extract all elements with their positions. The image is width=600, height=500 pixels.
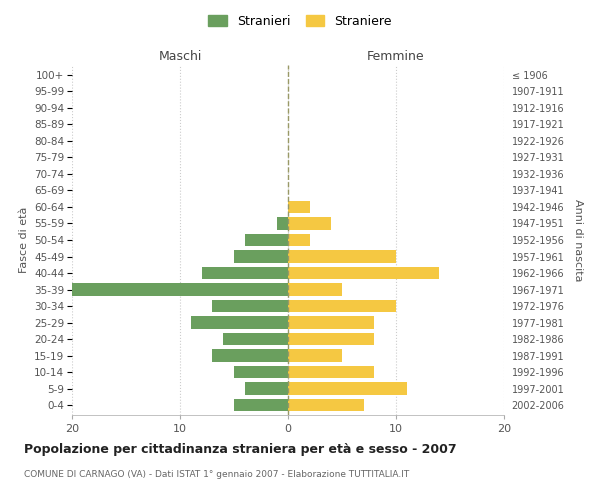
Bar (245, 234, 288, 246)
Bar (288, 250, 396, 262)
Text: Femmine: Femmine (367, 50, 425, 64)
Bar (234, 399, 288, 411)
Bar (288, 267, 439, 279)
Bar (191, 316, 288, 328)
Bar (277, 218, 288, 230)
Bar (288, 366, 374, 378)
Bar (288, 333, 374, 345)
Text: COMUNE DI CARNAGO (VA) - Dati ISTAT 1° gennaio 2007 - Elaborazione TUTTITALIA.IT: COMUNE DI CARNAGO (VA) - Dati ISTAT 1° g… (24, 470, 409, 479)
Bar (234, 250, 288, 262)
Bar (245, 382, 288, 395)
Bar (288, 399, 364, 411)
Bar (72, 284, 288, 296)
Bar (202, 267, 288, 279)
Text: Maschi: Maschi (158, 50, 202, 64)
Legend: Stranieri, Straniere: Stranieri, Straniere (205, 11, 395, 32)
Y-axis label: Anni di nascita: Anni di nascita (573, 198, 583, 281)
Bar (212, 350, 288, 362)
Bar (288, 234, 310, 246)
Bar (288, 350, 342, 362)
Text: Popolazione per cittadinanza straniera per età e sesso - 2007: Popolazione per cittadinanza straniera p… (24, 442, 457, 456)
Bar (288, 300, 396, 312)
Bar (288, 218, 331, 230)
Bar (288, 284, 342, 296)
Bar (288, 201, 310, 213)
Bar (212, 300, 288, 312)
Y-axis label: Fasce di età: Fasce di età (19, 207, 29, 273)
Bar (288, 382, 407, 395)
Bar (288, 316, 374, 328)
Bar (223, 333, 288, 345)
Bar (234, 366, 288, 378)
